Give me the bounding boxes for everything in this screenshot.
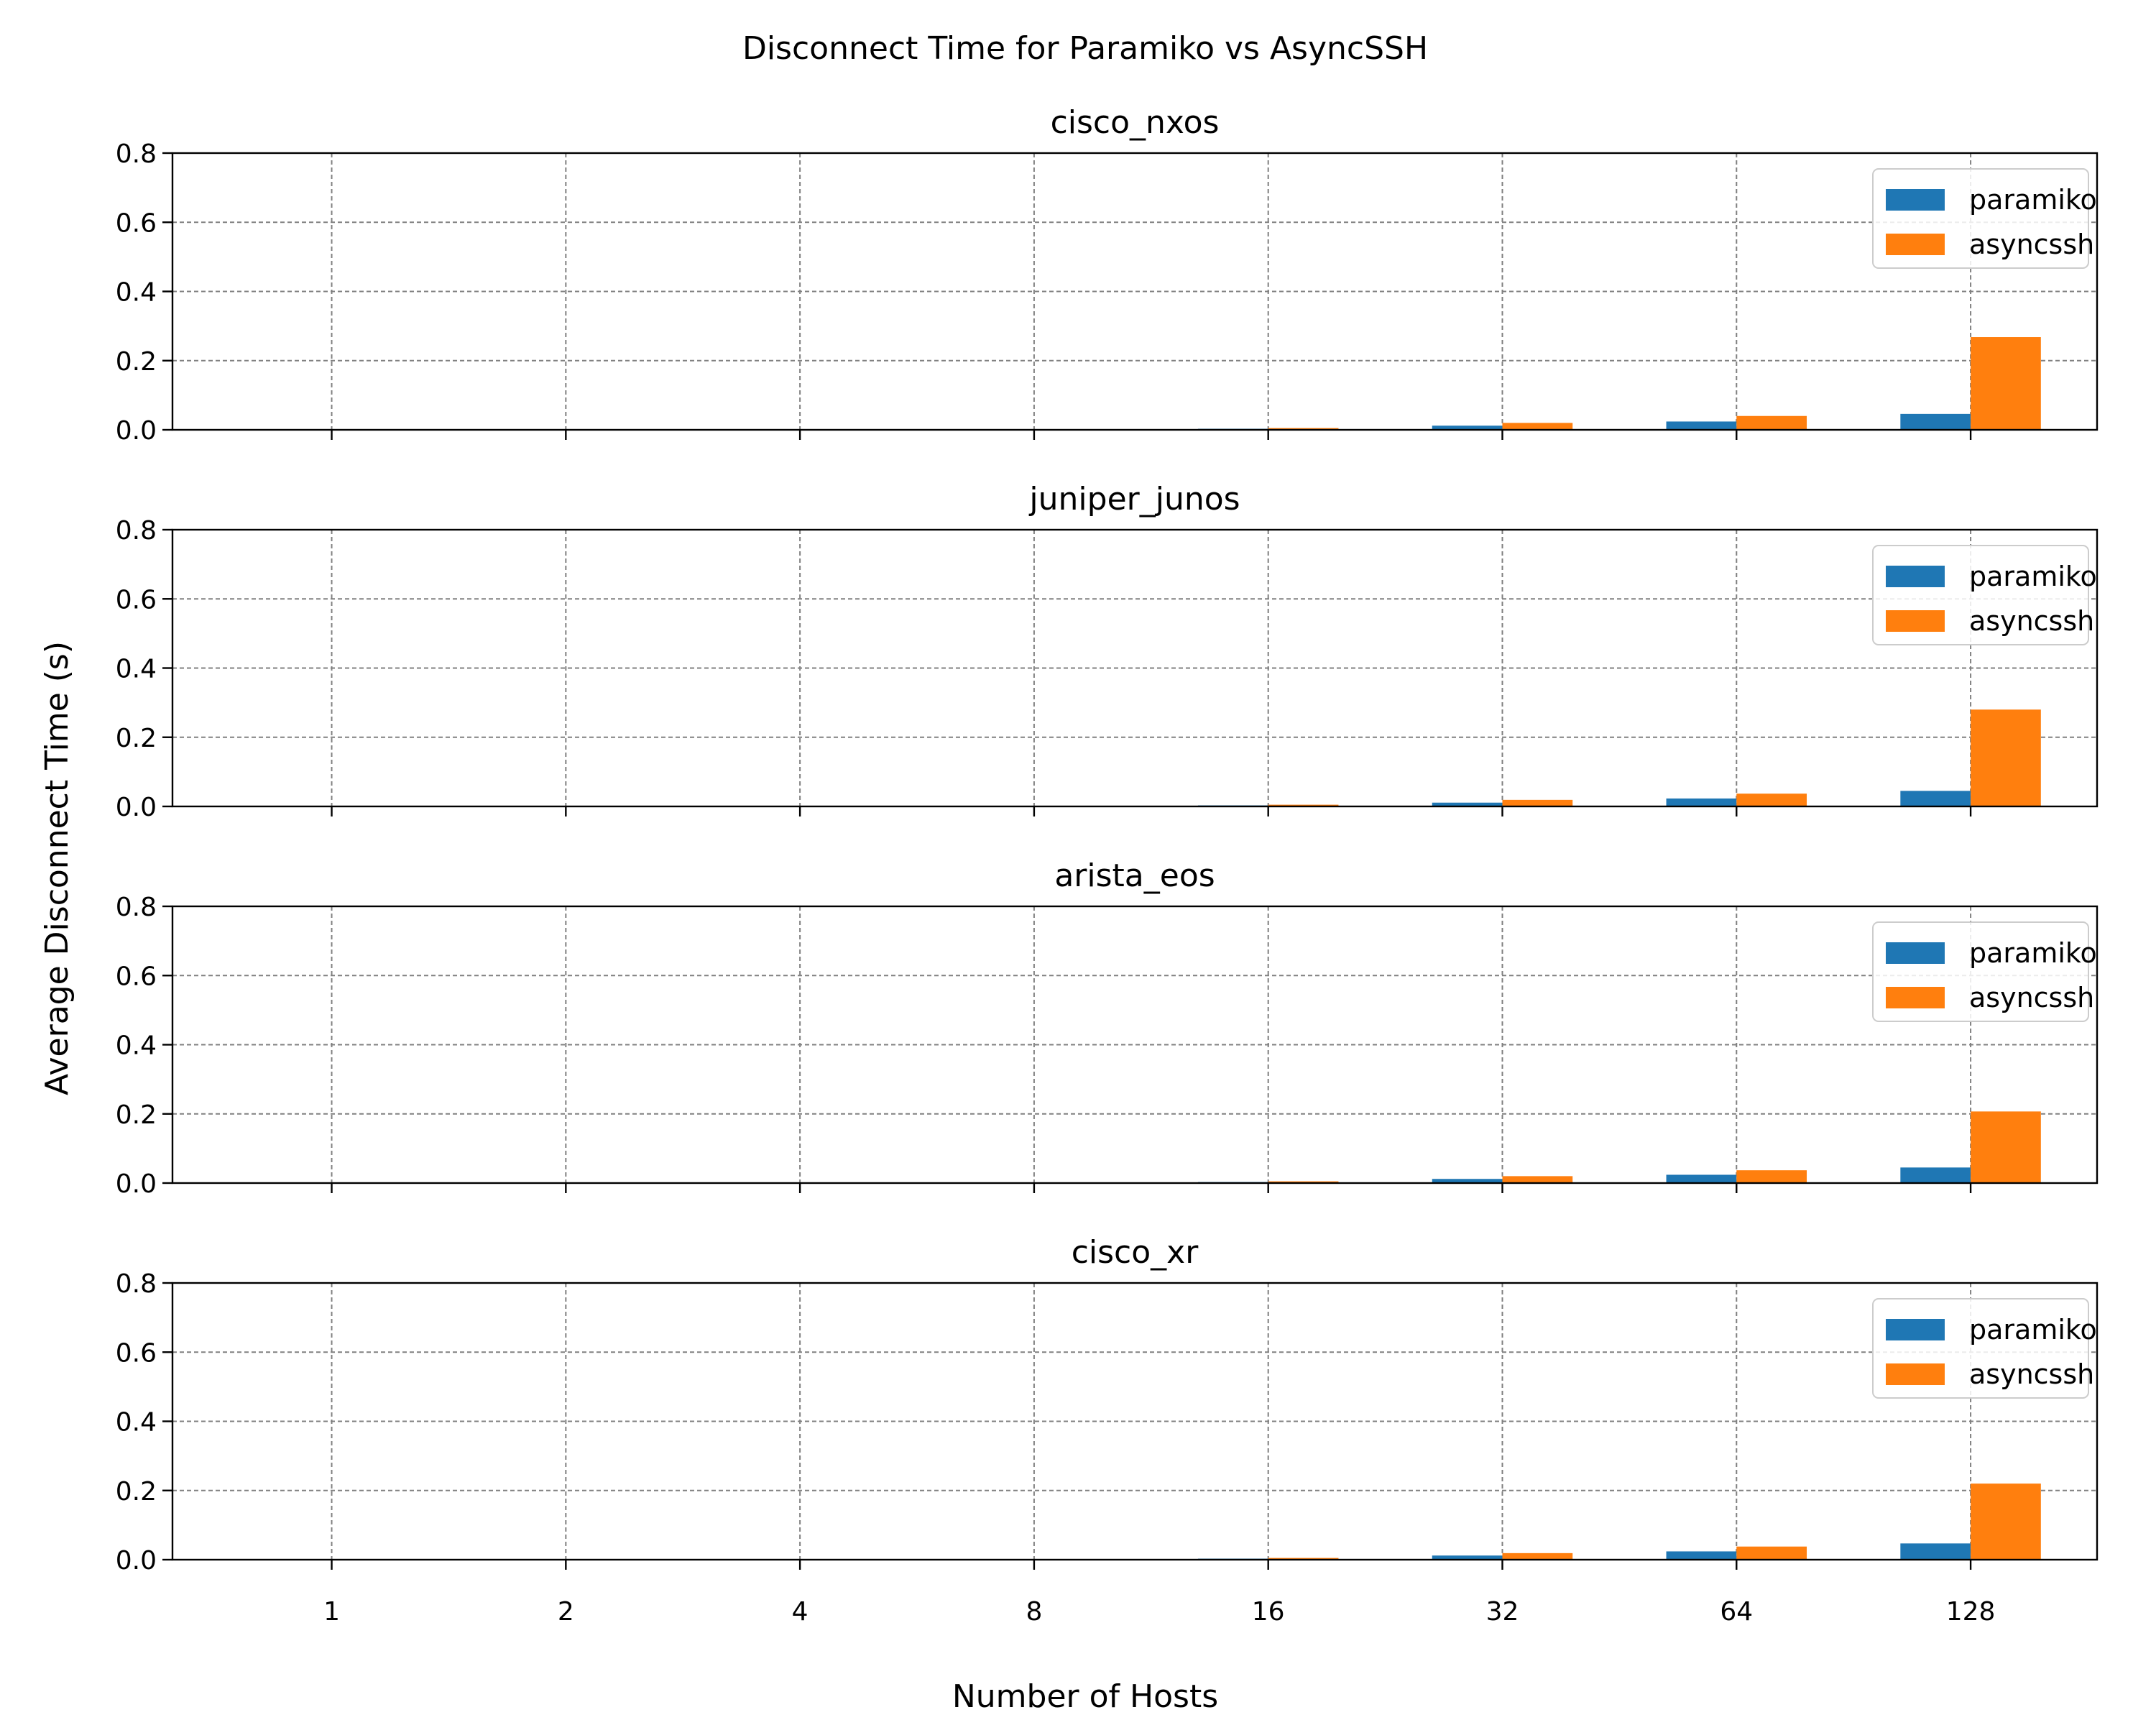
bar-asyncssh-16: [1268, 1181, 1339, 1183]
y-tick-label: 0.2: [116, 347, 157, 377]
subplot-title: cisco_xr: [1072, 1234, 1199, 1271]
legend: paramiko asyncssh: [1872, 168, 2097, 269]
legend: paramiko asyncssh: [1872, 921, 2097, 1022]
x-axis-label: Number of Hosts: [952, 1678, 1218, 1715]
y-tick-label: 0.2: [116, 724, 157, 753]
bar-asyncssh-64: [1736, 794, 1807, 806]
bar-asyncssh-16: [1268, 428, 1339, 430]
subplot-juniper_junos: juniper_junos 0.0 0.2 0.4 0.6 0.8 paramiko asyn…: [116, 481, 2099, 822]
x-tick-label: 1: [323, 1597, 340, 1627]
y-tick-label: 0.8: [116, 1269, 157, 1299]
y-tick-label: 0.8: [116, 139, 157, 169]
bar-asyncssh-64: [1736, 415, 1807, 430]
bar-asyncssh-32: [1502, 1552, 1573, 1560]
x-tick-label: 2: [558, 1597, 574, 1627]
x-tick-label: 64: [1720, 1597, 1753, 1627]
bar-asyncssh-128: [1971, 709, 2041, 806]
legend-swatch-asyncssh: [1886, 234, 1945, 255]
bar-asyncssh-16: [1268, 1558, 1339, 1560]
legend-label-asyncssh: asyncssh: [1969, 982, 2094, 1013]
figure-title: Disconnect Time for Paramiko vs AsyncSSH: [742, 30, 1428, 67]
y-tick-label: 0.4: [116, 655, 157, 684]
bar-paramiko-128: [1900, 791, 1971, 806]
subplot-cisco_xr: cisco_xr 0.0 0.2 0.4 0.6 0.8 1 2 4 8 16 32 64 128 para…: [116, 1234, 2099, 1627]
subplot-cisco_nxos: cisco_nxos 0.0 0.2 0.4 0.6 0.8 paramiko asyncss…: [116, 104, 2099, 446]
legend-swatch-paramiko: [1886, 942, 1945, 964]
y-tick-label: 0.4: [116, 1408, 157, 1438]
y-tick-label: 0.0: [116, 1546, 157, 1576]
legend-label-paramiko: paramiko: [1969, 561, 2097, 592]
y-tick-label: 0.6: [116, 585, 157, 615]
bar-asyncssh-128: [1971, 1111, 2041, 1183]
y-tick-label: 0.6: [116, 208, 157, 238]
subplot-panels: cisco_nxos 0.0 0.2 0.4 0.6 0.8 paramiko asyncss…: [116, 104, 2099, 1627]
bar-paramiko-64: [1666, 1551, 1737, 1560]
x-tick-label: 8: [1026, 1597, 1042, 1627]
bar-asyncssh-32: [1502, 1176, 1573, 1183]
bar-paramiko-128: [1900, 1167, 1971, 1183]
bar-asyncssh-128: [1971, 337, 2041, 430]
legend-label-asyncssh: asyncssh: [1969, 605, 2094, 637]
y-tick-label: 0.2: [116, 1100, 157, 1130]
legend-swatch-asyncssh: [1886, 1363, 1945, 1385]
subplot-title: arista_eos: [1054, 857, 1215, 894]
y-tick-label: 0.2: [116, 1477, 157, 1506]
bar-paramiko-32: [1432, 1179, 1503, 1183]
y-tick-label: 0.0: [116, 416, 157, 446]
bar-paramiko-32: [1432, 1555, 1503, 1560]
bar-asyncssh-64: [1736, 1170, 1807, 1183]
y-tick-label: 0.8: [116, 516, 157, 546]
bar-asyncssh-32: [1502, 799, 1573, 806]
y-tick-label: 0.6: [116, 962, 157, 991]
x-tick-label: 16: [1252, 1597, 1285, 1627]
y-tick-label: 0.0: [116, 1169, 157, 1199]
bar-asyncssh-64: [1736, 1546, 1807, 1560]
legend: paramiko asyncssh: [1872, 545, 2097, 645]
legend-swatch-paramiko: [1886, 566, 1945, 587]
legend-swatch-paramiko: [1886, 189, 1945, 211]
legend-label-asyncssh: asyncssh: [1969, 229, 2094, 260]
bar-paramiko-64: [1666, 798, 1737, 806]
x-tick-label: 32: [1486, 1597, 1519, 1627]
bar-paramiko-128: [1900, 413, 1971, 430]
legend-swatch-paramiko: [1886, 1319, 1945, 1340]
bar-paramiko-64: [1666, 1174, 1737, 1183]
subplot-title: juniper_junos: [1028, 481, 1240, 518]
legend-swatch-asyncssh: [1886, 987, 1945, 1008]
y-tick-label: 0.0: [116, 793, 157, 822]
legend: paramiko asyncssh: [1872, 1298, 2097, 1399]
x-tick-label: 4: [792, 1597, 808, 1627]
subplot-arista_eos: arista_eos 0.0 0.2 0.4 0.6 0.8 paramiko asyncss…: [116, 857, 2099, 1199]
bar-asyncssh-16: [1268, 804, 1339, 806]
y-tick-label: 0.8: [116, 893, 157, 922]
legend-label-asyncssh: asyncssh: [1969, 1358, 2094, 1390]
bar-paramiko-32: [1432, 802, 1503, 806]
subplot-title: cisco_nxos: [1051, 104, 1220, 141]
bar-paramiko-32: [1432, 426, 1503, 430]
y-tick-label: 0.6: [116, 1338, 157, 1368]
bar-paramiko-128: [1900, 1543, 1971, 1560]
bar-paramiko-64: [1666, 421, 1737, 430]
bar-asyncssh-32: [1502, 423, 1573, 430]
legend-label-paramiko: paramiko: [1969, 184, 2097, 216]
x-tick-label: 128: [1946, 1597, 1996, 1627]
legend-label-paramiko: paramiko: [1969, 1314, 2097, 1346]
y-axis-label: Average Disconnect Time (s): [39, 641, 75, 1095]
y-tick-label: 0.4: [116, 278, 157, 308]
y-tick-label: 0.4: [116, 1031, 157, 1061]
legend-swatch-asyncssh: [1886, 610, 1945, 632]
bar-asyncssh-128: [1971, 1484, 2041, 1560]
legend-label-paramiko: paramiko: [1969, 937, 2097, 969]
